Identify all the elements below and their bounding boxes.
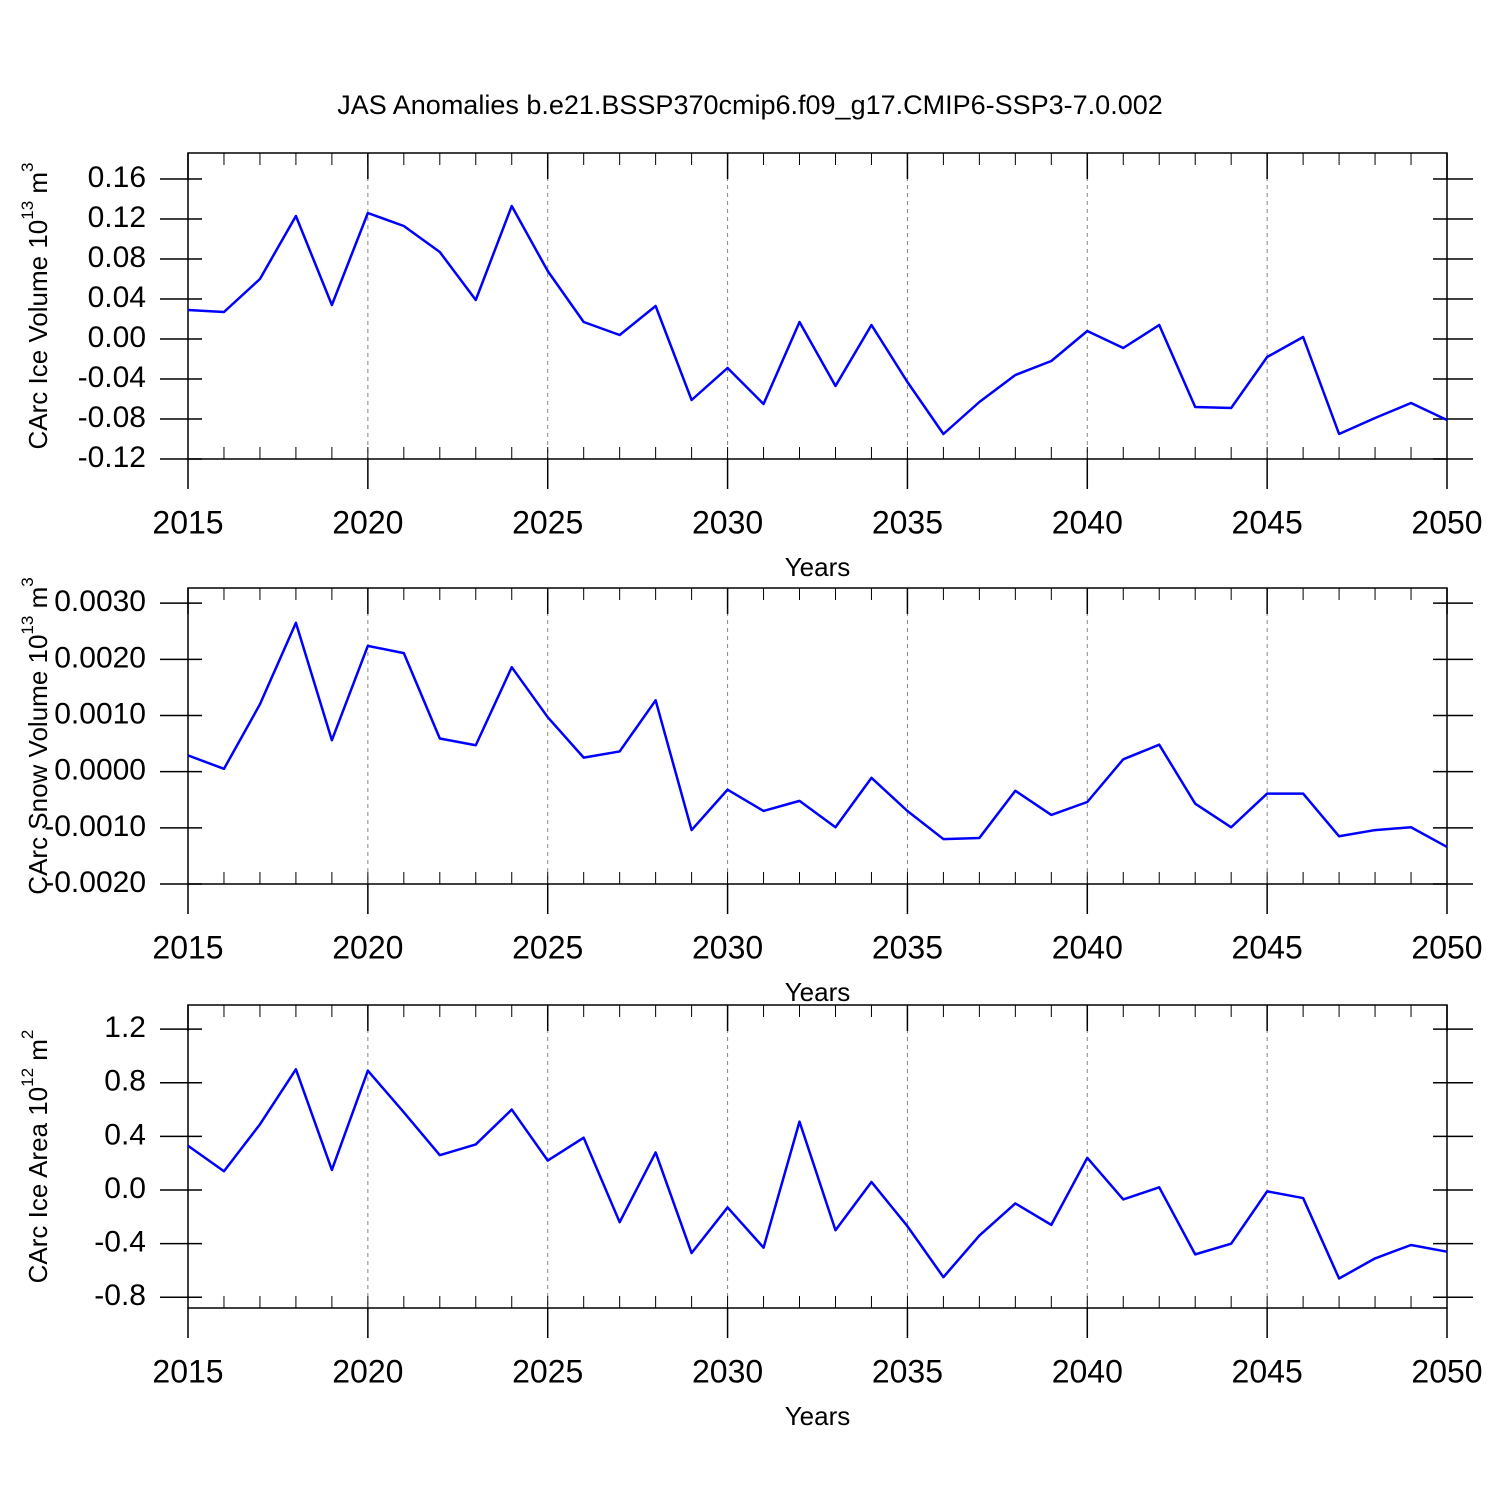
y-tick-label: -0.0020 [44, 866, 146, 899]
y-tick-label: 0.16 [88, 161, 146, 194]
y-tick-label: 0.0020 [54, 641, 146, 674]
x-tick-label: 2040 [1052, 929, 1123, 965]
y-axis-label-text: CArc Snow Volume 10 [23, 635, 53, 895]
y-tick-label: -0.0010 [44, 810, 146, 843]
x-tick-label: 2015 [152, 504, 223, 540]
y-tick-label: 1.2 [104, 1011, 146, 1044]
data-line [187, 1068, 1448, 1280]
x-tick-label: 2020 [332, 1353, 403, 1389]
x-tick-label: 2035 [872, 929, 943, 965]
x-tick-label: 2050 [1411, 929, 1482, 965]
y-axis-label-exponent: 13 [18, 201, 37, 220]
y-axis-label: CArc Ice Area 1012 m2 [18, 1030, 52, 1284]
plot-frame [187, 1004, 1448, 1309]
x-tick-label: 2025 [512, 1353, 583, 1389]
x-tick-label: 2030 [692, 1353, 763, 1389]
x-tick-label: 2020 [332, 929, 403, 965]
y-tick-label: 0.0030 [54, 585, 146, 618]
x-axis-label: Years [785, 1401, 851, 1431]
data-line [187, 204, 1448, 436]
x-tick-label: 2020 [332, 504, 403, 540]
data-line [187, 621, 1448, 849]
y-axis-label-exponent: 12 [18, 1068, 37, 1087]
x-tick-label: 2015 [152, 1353, 223, 1389]
y-axis-label-unit-power: 3 [18, 162, 37, 171]
plot-frame [187, 587, 1448, 885]
y-tick-label: -0.4 [94, 1226, 146, 1259]
y-axis-label-unit-power: 2 [18, 1030, 37, 1039]
x-tick-label: 2045 [1232, 929, 1303, 965]
x-tick-label: 2030 [692, 504, 763, 540]
x-axis-label: Years [785, 977, 851, 1007]
y-axis-label-exponent: 13 [18, 616, 37, 635]
y-axis-label-unit: m [23, 1039, 53, 1068]
x-tick-label: 2050 [1411, 504, 1482, 540]
x-tick-label: 2030 [692, 929, 763, 965]
y-axis-label: CArc Snow Volume 1013 m3 [18, 577, 52, 894]
y-tick-label: 0.12 [88, 201, 146, 234]
x-axis-label: Years [785, 552, 851, 582]
x-tick-label: 2050 [1411, 1353, 1482, 1389]
y-tick-label: 0.8 [104, 1065, 146, 1098]
x-tick-label: 2035 [872, 504, 943, 540]
y-tick-label: 0.0 [104, 1172, 146, 1205]
x-tick-label: 2045 [1232, 504, 1303, 540]
y-axis-label-text: CArc Ice Volume 10 [23, 220, 53, 450]
x-tick-label: 2040 [1052, 1353, 1123, 1389]
x-tick-label: 2040 [1052, 504, 1123, 540]
y-tick-label: -0.8 [94, 1279, 146, 1312]
y-tick-label: 0.4 [104, 1118, 146, 1151]
x-tick-label: 2035 [872, 1353, 943, 1389]
y-axis-label-text: CArc Ice Area 10 [23, 1087, 53, 1284]
y-axis-label-unit: m [23, 172, 53, 201]
y-tick-label: 0.04 [88, 281, 146, 314]
y-tick-label: -0.12 [78, 441, 146, 474]
x-tick-label: 2025 [512, 929, 583, 965]
x-tick-label: 2045 [1232, 1353, 1303, 1389]
y-tick-label: 0.0000 [54, 754, 146, 787]
y-tick-label: -0.04 [78, 361, 146, 394]
chart-title: JAS Anomalies b.e21.BSSP370cmip6.f09_g17… [337, 90, 1163, 120]
y-tick-label: 0.08 [88, 241, 146, 274]
x-tick-label: 2025 [512, 504, 583, 540]
y-tick-label: -0.08 [78, 401, 146, 434]
y-axis-label-unit-power: 3 [18, 577, 37, 586]
x-tick-label: 2015 [152, 929, 223, 965]
plot-frame [187, 152, 1448, 460]
y-tick-label: 0.0010 [54, 697, 146, 730]
y-axis-label-unit: m [23, 587, 53, 616]
y-axis-label: CArc Ice Volume 1013 m3 [18, 162, 52, 449]
y-tick-label: 0.00 [88, 321, 146, 354]
